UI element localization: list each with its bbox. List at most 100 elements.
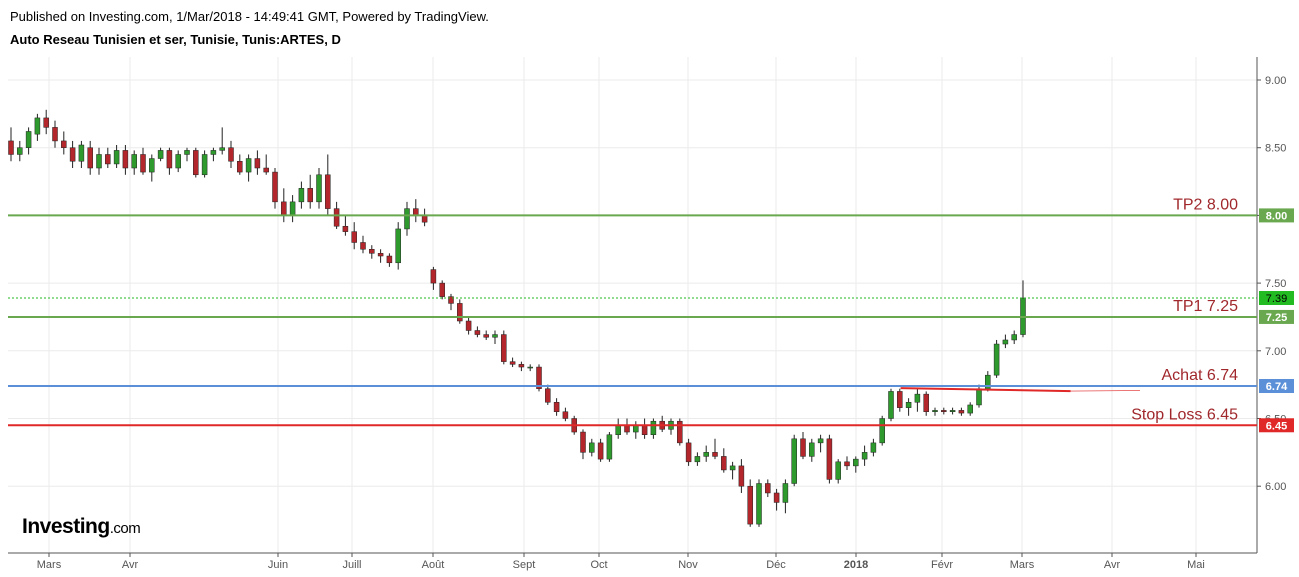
last-price-tag: 7.39 (1259, 290, 1294, 305)
candle-body (633, 425, 639, 433)
last-price-tag-text: 7.39 (1266, 293, 1287, 305)
candle-body (756, 483, 762, 525)
candle-body (536, 366, 542, 389)
level-tag: 6.74 (1259, 379, 1294, 394)
candle-body (61, 140, 67, 148)
candle-body (641, 425, 648, 435)
candle-body (377, 253, 384, 257)
candle-body (545, 388, 551, 403)
candle-body (78, 144, 85, 162)
candle-body (765, 483, 771, 494)
last-price-tag-bg (1259, 290, 1294, 305)
axes: 9.008.508.007.507.006.506.00MarsAvrJuinJ… (8, 57, 1286, 571)
trend-segment (900, 387, 1071, 393)
candle-body (589, 442, 595, 453)
grid (8, 57, 1257, 553)
level-tag-bg (1259, 309, 1294, 324)
level-tag-bg (1259, 379, 1294, 394)
x-tick-label: Mars (1010, 559, 1035, 571)
candle-body (113, 150, 120, 165)
y-tick-label: 9.00 (1265, 75, 1286, 87)
candle-body (527, 366, 533, 369)
level-tag: 6.45 (1259, 418, 1294, 433)
x-tick-label: Déc (766, 559, 786, 571)
candle-body (721, 456, 727, 471)
candle-body (52, 127, 58, 142)
candle-body (325, 174, 331, 209)
candle-body (650, 420, 657, 435)
level-tag-text: 7.25 (1266, 312, 1287, 324)
candle-body (870, 442, 877, 453)
candle-body (404, 208, 410, 230)
candle-body (131, 154, 137, 169)
candle-body (844, 461, 850, 467)
candle-body (993, 343, 1000, 376)
candle-body (553, 402, 560, 412)
candle-body (615, 425, 621, 435)
candle-body (263, 167, 269, 173)
candle-body (861, 452, 868, 460)
price-tags: 8.00 7.25 6.74 6.45 7.39 (1259, 208, 1294, 433)
x-tick-label: Mars (37, 559, 62, 571)
candle-body (25, 131, 32, 148)
candle-body (492, 334, 498, 338)
level-label: Stop Loss 6.45 (1131, 406, 1238, 423)
candle-body (729, 465, 736, 471)
candle-body (8, 140, 14, 155)
level-label: Achat 6.74 (1162, 367, 1239, 384)
candle-body (307, 188, 313, 203)
candle-body (184, 150, 190, 155)
candle-body (562, 411, 569, 419)
x-tick-label: Févr (931, 559, 953, 571)
candle-body (360, 242, 366, 250)
y-tick-label: 7.50 (1265, 278, 1286, 290)
x-tick-label: Nov (678, 559, 698, 571)
candle-body (1011, 334, 1017, 341)
candle-body (96, 154, 102, 169)
candle-body (518, 364, 525, 368)
candle-body (421, 215, 428, 223)
candle-body (712, 452, 718, 457)
logo-brand: Investing (22, 515, 110, 538)
candle-body (694, 456, 701, 463)
candle-body (219, 147, 225, 151)
candle-body (580, 431, 586, 453)
level-tag-text: 6.45 (1266, 420, 1287, 432)
level-tag-text: 6.74 (1266, 381, 1288, 393)
candle-body (430, 269, 437, 284)
published-info: Published on Investing.com, 1/Mar/2018 -… (10, 9, 489, 24)
candle-body (941, 410, 947, 412)
candle-body (342, 225, 349, 232)
candle-body (465, 320, 472, 331)
candle-body (333, 208, 340, 227)
candle-body (888, 391, 894, 419)
candle-body (791, 438, 797, 484)
candle-body (826, 438, 833, 480)
candle-body (395, 228, 401, 264)
candle-body (201, 154, 208, 176)
candle-body (166, 150, 173, 169)
candle-body (958, 410, 965, 414)
candle-body (501, 334, 507, 362)
candle-body (149, 158, 155, 173)
candle-body (298, 188, 305, 203)
candle-body (69, 147, 76, 162)
level-tag-bg (1259, 208, 1294, 223)
level-tag: 7.25 (1259, 309, 1294, 324)
level-tag-text: 8.00 (1266, 210, 1287, 222)
candle-body (932, 410, 938, 412)
candle-body (597, 442, 604, 460)
candle-body (413, 208, 419, 216)
x-tick-label: Sept (513, 559, 536, 571)
candle-body (685, 442, 692, 463)
candle-body (800, 438, 806, 457)
x-tick-label: Juill (343, 559, 362, 571)
candle-body (140, 154, 146, 173)
candle-body (122, 150, 129, 169)
candle-body (210, 150, 217, 155)
candle-body (905, 402, 912, 408)
candle-body (474, 330, 481, 335)
candle-body (157, 150, 164, 159)
candle-body (34, 117, 41, 135)
